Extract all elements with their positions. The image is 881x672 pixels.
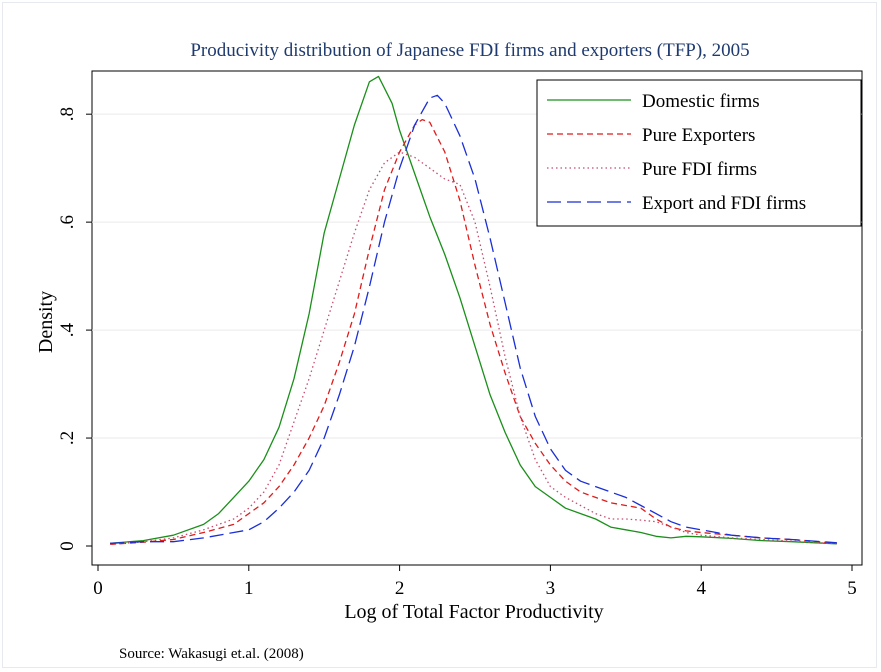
- x-tick-label-1: 1: [244, 578, 254, 599]
- series-line-1: [110, 118, 837, 546]
- y-tick-label-0: 0: [57, 541, 78, 551]
- legend: Domestic firms Pure Exporters Pure FDI fir…: [536, 79, 862, 227]
- x-tick-label-5: 5: [847, 578, 857, 599]
- x-tick-label-2: 2: [395, 578, 405, 599]
- series-line-0: [110, 75, 837, 545]
- legend-label-1: Pure Exporters: [642, 125, 755, 146]
- legend-label-3: Export and FDI firms: [642, 193, 806, 214]
- legend-label-2: Pure FDI firms: [642, 159, 757, 180]
- series-line-3: [110, 94, 837, 544]
- x-tick-label-3: 3: [546, 578, 556, 599]
- y-tick-label-4: .8: [57, 107, 78, 121]
- source-note: Source: Wakasugi et.al. (2008): [119, 646, 304, 662]
- y-tick-label-1: .2: [57, 431, 78, 445]
- y-tick-label-3: .6: [57, 215, 78, 229]
- y-axis-title: Density: [35, 291, 57, 353]
- x-tick-label-4: 4: [696, 578, 706, 599]
- series-lines: [110, 75, 837, 546]
- x-axis-title: Log of Total Factor Productivity: [344, 601, 603, 623]
- legend-label-0: Domestic firms: [642, 91, 760, 112]
- x-tick-label-0: 0: [93, 578, 103, 599]
- y-axis: 0 .2 .4 .6 .8: [57, 107, 92, 551]
- chart-title: Producivity distribution of Japanese FDI…: [190, 40, 749, 61]
- x-axis: 0 1 2 3 4 5: [93, 565, 857, 599]
- y-tick-label-2: .4: [57, 322, 78, 337]
